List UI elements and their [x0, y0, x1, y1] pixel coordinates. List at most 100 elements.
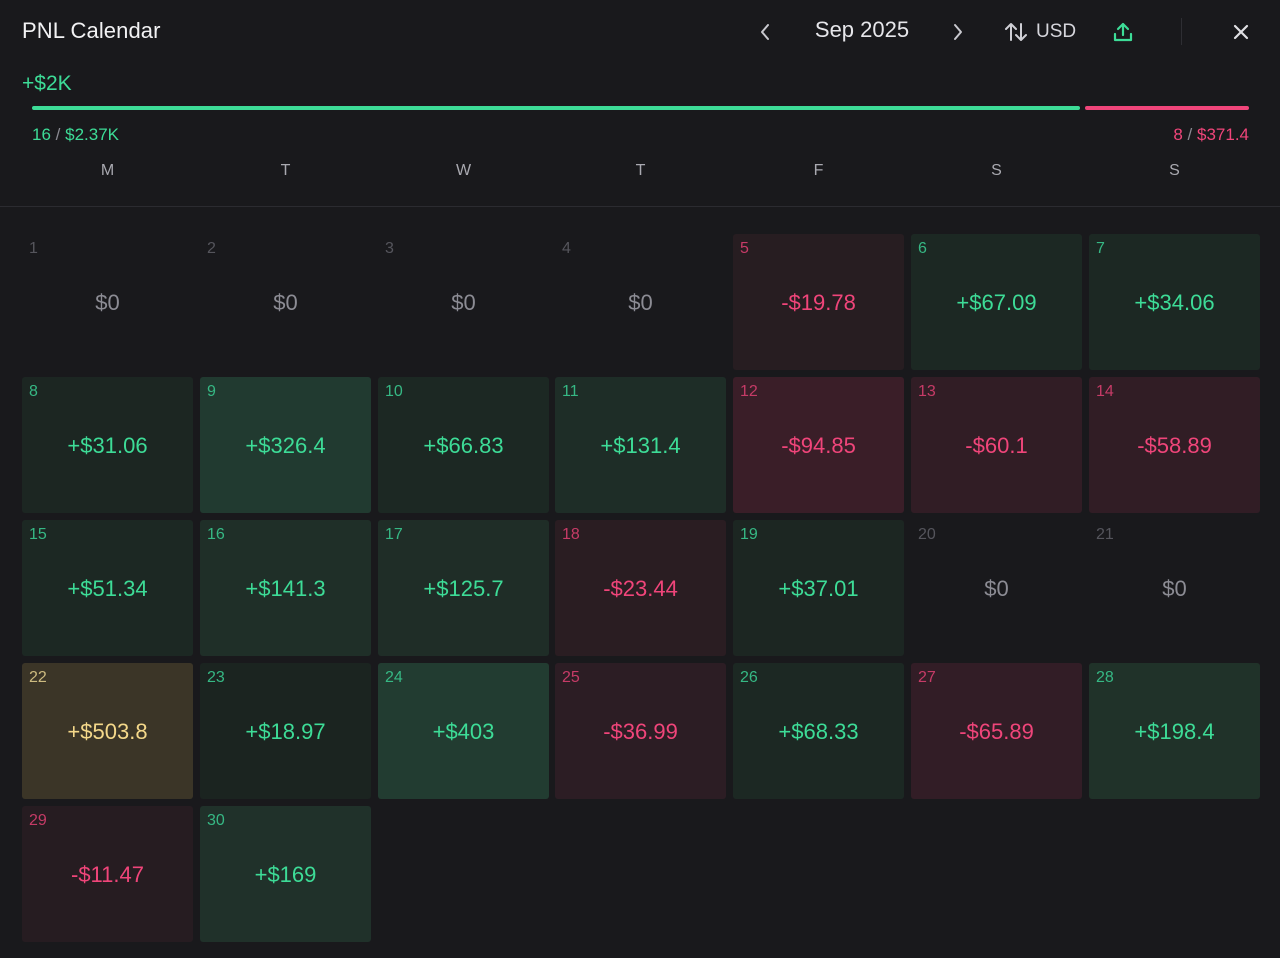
day-cell[interactable]: 11 +$131.4 — [555, 377, 726, 513]
day-cell[interactable]: 24 +$403 — [378, 663, 549, 799]
chevron-right-icon — [954, 24, 962, 40]
day-cell[interactable]: 19 +$37.01 — [733, 520, 904, 656]
day-number: 20 — [918, 526, 936, 543]
header-divider — [1181, 18, 1182, 45]
day-cell[interactable]: 22 +$503.8 — [22, 663, 193, 799]
weekday-label: F — [813, 162, 824, 179]
day-cell[interactable]: 1 $0 — [22, 234, 193, 370]
day-cell[interactable]: 12 -$94.85 — [733, 377, 904, 513]
close-icon — [1233, 24, 1249, 40]
day-pnl-value: +$198.4 — [1134, 719, 1215, 744]
day-pnl-value: +$169 — [254, 862, 317, 887]
day-cell[interactable]: 16 +$141.3 — [200, 520, 371, 656]
day-number: 26 — [740, 669, 758, 686]
day-pnl-value: +$34.06 — [1134, 290, 1215, 315]
win-ratio-bar — [32, 106, 1080, 110]
day-cell[interactable]: 2 $0 — [200, 234, 371, 370]
page-title: PNL Calendar — [22, 18, 161, 43]
day-cell[interactable]: 25 -$36.99 — [555, 663, 726, 799]
day-pnl-value: -$94.85 — [781, 433, 856, 458]
wins-amount: $2.37K — [65, 125, 120, 144]
day-pnl-value: +$37.01 — [778, 576, 859, 601]
day-number: 1 — [29, 240, 38, 257]
day-cell[interactable]: 17 +$125.7 — [378, 520, 549, 656]
day-cell[interactable]: 23 +$18.97 — [200, 663, 371, 799]
weekday-label: M — [100, 162, 115, 179]
day-pnl-value: +$67.09 — [956, 290, 1037, 315]
day-cell[interactable]: 6 +$67.09 — [911, 234, 1082, 370]
sort-arrows-icon — [1005, 23, 1027, 41]
next-month-button[interactable] — [944, 14, 972, 50]
day-cell[interactable]: 4 $0 — [555, 234, 726, 370]
total-pnl: +$2K — [22, 72, 72, 95]
wins-summary: 16 / $2.37K — [32, 125, 119, 145]
day-cell[interactable]: 10 +$66.83 — [378, 377, 549, 513]
day-number: 15 — [29, 526, 47, 543]
day-cell[interactable]: 26 +$68.33 — [733, 663, 904, 799]
day-cell[interactable]: 18 -$23.44 — [555, 520, 726, 656]
day-cell[interactable]: 13 -$60.1 — [911, 377, 1082, 513]
day-number: 10 — [385, 383, 403, 400]
day-pnl-value: $0 — [95, 290, 120, 315]
day-pnl-value: +$131.4 — [600, 433, 681, 458]
day-number: 21 — [1096, 526, 1114, 543]
weekday-label: T — [635, 162, 646, 179]
day-cell[interactable]: 9 +$326.4 — [200, 377, 371, 513]
day-number: 11 — [562, 383, 579, 400]
day-number: 29 — [29, 812, 47, 829]
day-number: 25 — [562, 669, 580, 686]
day-pnl-value: -$23.44 — [603, 576, 678, 601]
day-cell[interactable]: 8 +$31.06 — [22, 377, 193, 513]
day-pnl-value: -$19.78 — [781, 290, 856, 315]
day-cell[interactable]: 15 +$51.34 — [22, 520, 193, 656]
day-pnl-value: +$403 — [432, 719, 495, 744]
weekday-header: M T W T F S S — [22, 162, 1260, 186]
day-cell[interactable]: 3 $0 — [378, 234, 549, 370]
losses-amount: $371.4 — [1197, 125, 1249, 144]
day-number: 14 — [1096, 383, 1114, 400]
day-pnl-value: -$65.89 — [959, 719, 1034, 744]
day-pnl-value: +$503.8 — [67, 719, 148, 744]
wins-count: 16 — [32, 125, 51, 144]
day-pnl-value: +$66.83 — [423, 433, 504, 458]
day-cell[interactable]: 14 -$58.89 — [1089, 377, 1260, 513]
day-cell[interactable]: 29 -$11.47 — [22, 806, 193, 942]
month-label: Sep 2025 — [814, 17, 910, 42]
day-pnl-value: +$326.4 — [245, 433, 326, 458]
day-number: 12 — [740, 383, 758, 400]
day-cell[interactable]: 20 $0 — [911, 520, 1082, 656]
day-cell[interactable]: 7 +$34.06 — [1089, 234, 1260, 370]
day-pnl-value: +$51.34 — [67, 576, 148, 601]
day-number: 18 — [562, 526, 580, 543]
day-pnl-value: -$58.89 — [1137, 433, 1212, 458]
day-cell[interactable]: 28 +$198.4 — [1089, 663, 1260, 799]
day-pnl-value: -$11.47 — [71, 862, 144, 887]
losses-summary: 8 / $371.4 — [1173, 125, 1249, 145]
prev-month-button[interactable] — [751, 14, 779, 50]
day-cell[interactable]: 21 $0 — [1089, 520, 1260, 656]
currency-toggle[interactable]: USD — [1004, 16, 1076, 48]
day-pnl-value: +$141.3 — [245, 576, 326, 601]
upload-icon — [1113, 22, 1133, 42]
header: PNL Calendar Sep 2025 USD — [0, 0, 1280, 64]
weekday-label: S — [1169, 162, 1180, 179]
day-number: 28 — [1096, 669, 1114, 686]
export-button[interactable] — [1108, 16, 1138, 48]
close-button[interactable] — [1226, 16, 1256, 48]
day-number: 2 — [207, 240, 216, 257]
currency-label: USD — [1036, 21, 1077, 42]
wins-separator: / — [55, 125, 61, 144]
day-pnl-value: +$68.33 — [778, 719, 859, 744]
header-separator — [0, 206, 1280, 207]
day-cell[interactable]: 27 -$65.89 — [911, 663, 1082, 799]
day-number: 23 — [207, 669, 225, 686]
weekday-label: W — [455, 162, 472, 179]
day-pnl-value: +$125.7 — [423, 576, 504, 601]
day-cell[interactable]: 30 +$169 — [200, 806, 371, 942]
day-number: 8 — [29, 383, 38, 400]
day-number: 3 — [385, 240, 394, 257]
day-pnl-value: -$60.1 — [965, 433, 1028, 458]
weekday-label: S — [991, 162, 1002, 179]
day-cell[interactable]: 5 -$19.78 — [733, 234, 904, 370]
day-number: 9 — [207, 383, 216, 400]
